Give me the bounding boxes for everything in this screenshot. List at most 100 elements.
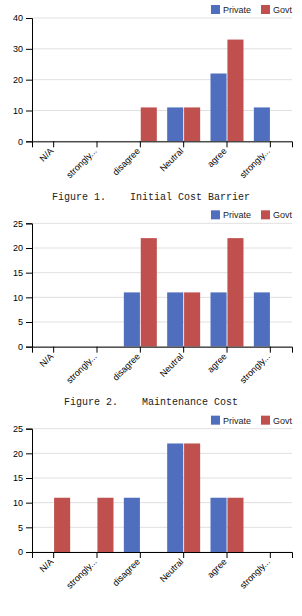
grid-line xyxy=(32,502,292,503)
bar xyxy=(167,292,183,346)
tick: agree xyxy=(205,347,228,375)
legend-label: Private xyxy=(223,210,251,220)
legend-item: Govt xyxy=(261,416,293,426)
x-axis: N/Astrongly...disagreeNeutralagreestrong… xyxy=(33,552,293,591)
tick-mark xyxy=(183,347,184,353)
legend-item: Private xyxy=(211,416,251,426)
legend-swatch xyxy=(261,210,270,219)
tick-mark xyxy=(26,478,32,479)
legend-item: Govt xyxy=(261,210,293,220)
tick: strongly... xyxy=(64,141,98,180)
grid-line xyxy=(32,272,292,273)
tick-label: disagree xyxy=(110,351,141,382)
axis-line xyxy=(33,347,293,353)
tick-mark xyxy=(97,141,98,147)
tick-mark xyxy=(26,322,32,323)
legend-label: Govt xyxy=(273,5,293,15)
tick: Neutral xyxy=(158,141,186,173)
bars xyxy=(54,443,243,552)
tick-mark xyxy=(53,552,54,558)
x-axis: N/A strongly... disagree Neutral agree strong… xyxy=(33,141,293,180)
tick-mark xyxy=(26,223,32,224)
bar xyxy=(37,141,53,142)
tick-mark xyxy=(26,80,32,81)
grid xyxy=(32,429,292,552)
tick-mark xyxy=(227,347,228,353)
bar-series xyxy=(167,74,270,142)
tick: disagree xyxy=(110,141,141,177)
tick: strongly... xyxy=(238,141,272,180)
tick: 5 xyxy=(18,317,32,327)
bar xyxy=(271,346,287,347)
tick-mark xyxy=(227,141,228,147)
tick-label: strongly... xyxy=(64,146,98,180)
tick-mark xyxy=(26,503,32,504)
axis-line xyxy=(26,429,33,552)
chart-container: 010203040N/Astrongly...disagreeNeutralag… xyxy=(0,0,302,616)
bar xyxy=(254,292,270,346)
tick-mark xyxy=(26,552,32,553)
grid-line xyxy=(32,453,292,454)
grid-line xyxy=(32,110,292,111)
tick-label: 0 xyxy=(18,137,23,147)
tick: strongly... xyxy=(238,347,272,386)
bar xyxy=(141,552,157,553)
bar xyxy=(141,238,157,347)
tick-label: Neutral xyxy=(158,146,186,174)
legend: Private Govt xyxy=(211,5,293,15)
bar xyxy=(97,141,113,142)
grid-line xyxy=(32,428,292,429)
bar xyxy=(81,141,97,142)
tick: 10 xyxy=(13,498,32,508)
tick: agree xyxy=(205,141,228,169)
tick: Neutral xyxy=(158,552,186,584)
bar-series xyxy=(54,443,243,552)
tick-label: 25 xyxy=(13,424,23,434)
bar xyxy=(254,107,270,141)
bar xyxy=(227,498,243,552)
grid-line xyxy=(32,223,292,224)
tick-label: 10 xyxy=(13,106,23,116)
tick-mark xyxy=(26,49,32,50)
tick-label: strongly... xyxy=(238,557,272,591)
tick-label: 25 xyxy=(13,219,23,229)
axis-line xyxy=(26,224,33,347)
tick-mark xyxy=(26,347,32,348)
tick-mark xyxy=(97,347,98,353)
tick-label: disagree xyxy=(110,146,141,177)
tick-mark xyxy=(270,552,271,558)
tick: 25 xyxy=(13,219,32,229)
tick: disagree xyxy=(110,552,141,588)
tick: 0 xyxy=(18,137,32,147)
tick-mark xyxy=(53,347,54,353)
grid xyxy=(32,223,292,346)
bar-series xyxy=(141,238,244,347)
legend: Private Govt xyxy=(211,210,293,220)
tick: N/A xyxy=(38,141,56,163)
legend-item: Private xyxy=(211,5,251,15)
tick-label: 20 xyxy=(13,75,23,85)
y-axis: 0510152025 xyxy=(13,424,33,557)
tick-label: agree xyxy=(205,557,228,580)
tick: disagree xyxy=(110,347,141,383)
tick: 0 xyxy=(18,342,32,352)
bar xyxy=(81,552,97,553)
bar xyxy=(54,141,70,142)
chart-panel: 010203040N/Astrongly...disagreeNeutralag… xyxy=(13,5,293,203)
tick-label: 20 xyxy=(13,243,23,253)
tick-mark xyxy=(26,429,32,430)
grid-line xyxy=(32,18,292,19)
legend: Private Govt xyxy=(211,416,293,426)
tick: Neutral xyxy=(158,347,186,379)
legend-swatch xyxy=(211,5,220,14)
bar xyxy=(81,346,97,347)
tick: N/A xyxy=(38,347,56,369)
bar-series xyxy=(141,40,244,142)
tick: 10 xyxy=(13,293,32,303)
bar-series xyxy=(124,443,227,552)
bars xyxy=(124,238,270,347)
tick: agree xyxy=(205,552,228,580)
tick: 0 xyxy=(18,547,32,557)
tick: 15 xyxy=(13,473,32,483)
tick: 20 xyxy=(13,243,32,253)
